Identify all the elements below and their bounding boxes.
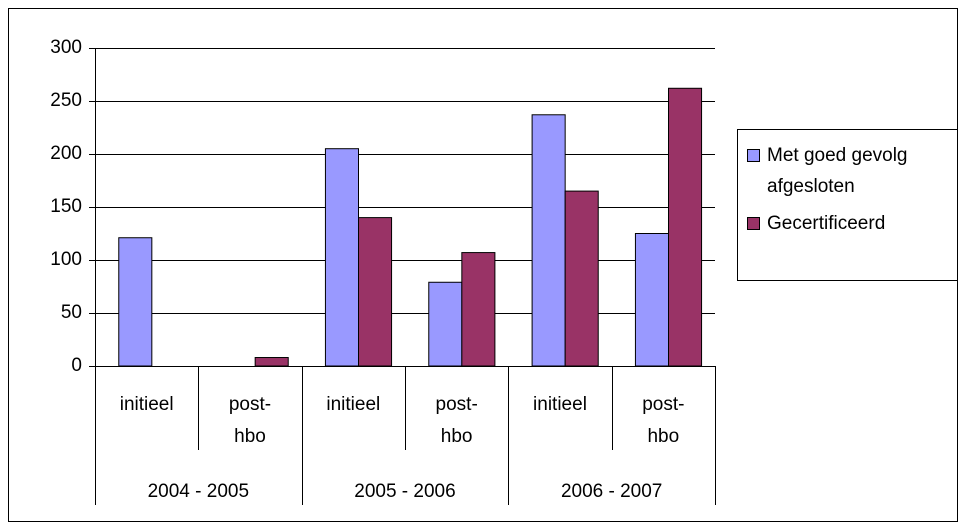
bar	[531, 114, 566, 367]
x-tick-label-text: post-hbo	[435, 394, 478, 447]
x-tick-label: initieel	[508, 389, 611, 421]
group-label: 2006 - 2007	[560, 481, 663, 502]
group-label: 2004 - 2005	[147, 481, 250, 502]
y-tick-label: 50	[60, 302, 82, 323]
bar	[564, 190, 599, 367]
group-label: 2005 - 2006	[354, 481, 456, 502]
bar	[668, 87, 703, 367]
bar	[324, 148, 359, 367]
x-tick-label: initieel	[302, 389, 405, 421]
legend-swatch	[747, 217, 760, 230]
x-tick-label: post-hbo	[405, 389, 508, 453]
y-tick-label: 150	[50, 196, 82, 217]
x-tick-label-text: post-hbo	[228, 394, 272, 447]
legend-box	[737, 129, 958, 281]
bar	[254, 357, 289, 367]
legend-swatch	[747, 149, 760, 162]
y-tick-label: 0	[71, 355, 82, 376]
x-tick-label-text: post-hbo	[642, 394, 685, 447]
x-tick-label-text: initieel	[533, 394, 587, 415]
bar	[634, 233, 670, 367]
y-tick-label: 300	[50, 37, 82, 58]
x-tick-label: initieel	[95, 389, 198, 421]
bar	[118, 237, 153, 367]
bar	[428, 281, 463, 367]
legend-label: Gecertificeerd	[767, 213, 886, 234]
x-tick-label: post-hbo	[612, 389, 715, 453]
y-tick-label: 200	[50, 143, 82, 164]
y-tick-label: 100	[50, 249, 82, 270]
x-tick-label-text: initieel	[119, 394, 174, 415]
bar	[358, 217, 393, 367]
legend-label: Met goed gevolg afgesloten	[767, 145, 908, 197]
x-tick-label-text: initieel	[326, 394, 381, 415]
y-tick-label: 250	[50, 90, 82, 111]
x-tick-label: post-hbo	[198, 389, 301, 453]
bar	[461, 252, 496, 367]
